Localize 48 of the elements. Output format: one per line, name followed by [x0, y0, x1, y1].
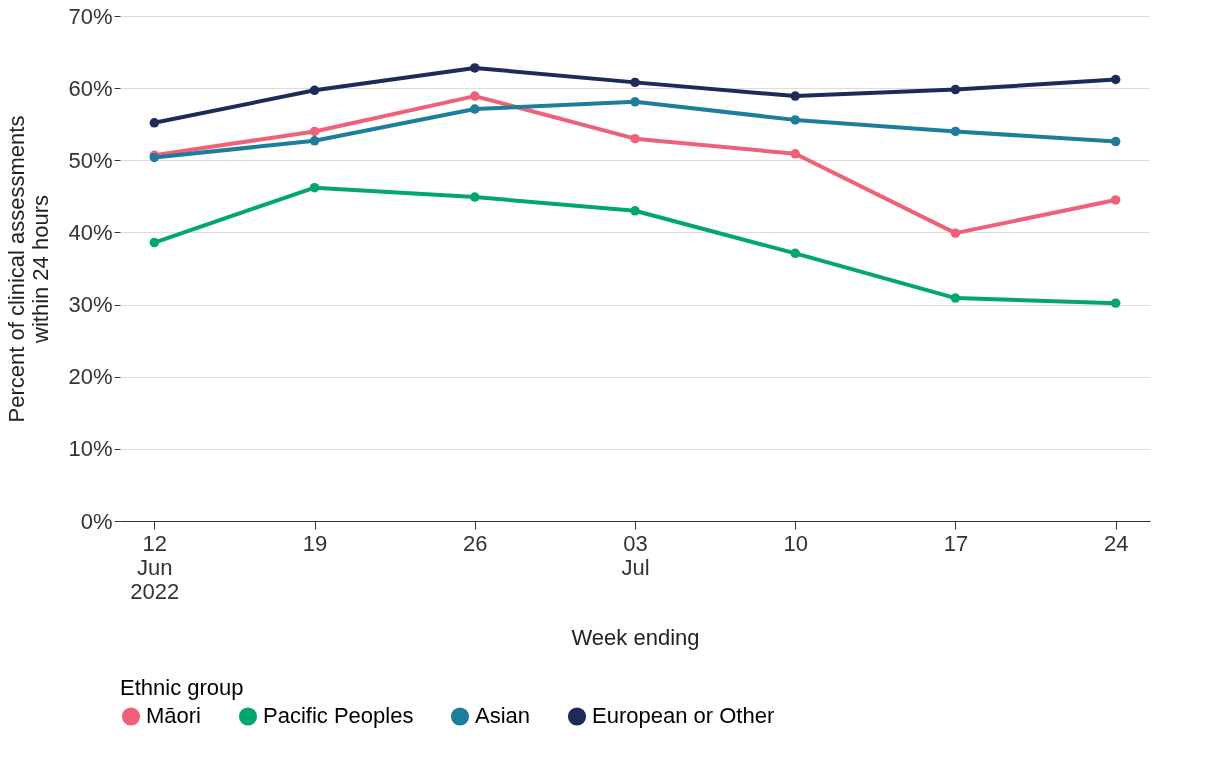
x-tick-label: 17 — [943, 530, 969, 556]
point — [1110, 298, 1121, 308]
point — [1110, 136, 1121, 147]
point — [149, 237, 160, 248]
point — [790, 248, 800, 259]
legend-label: Pacific Peoples — [263, 703, 414, 729]
point — [630, 97, 640, 107]
point — [309, 136, 320, 146]
point — [790, 115, 800, 125]
x-tick-label: 12 Jun 2022 — [130, 530, 180, 604]
x-tick-label: 19 — [302, 530, 328, 556]
y-axis-title: Percent of clinical assessments within 24 hours — [4, 115, 54, 423]
point — [309, 85, 320, 96]
y-tick-label: 20% — [68, 364, 113, 390]
point — [790, 91, 800, 101]
legend-label: Māori — [146, 703, 202, 729]
x-tick-label: 24 — [1103, 530, 1129, 556]
point — [149, 118, 160, 128]
legend-label: European or Other — [592, 703, 775, 729]
point — [790, 149, 800, 159]
x-axis-title: Week ending — [571, 624, 700, 650]
point — [309, 182, 320, 193]
x-tick-label: 03 Jul — [621, 530, 650, 580]
legend-label: Asian — [475, 703, 531, 729]
point — [950, 293, 961, 303]
point — [470, 91, 480, 101]
point — [1110, 195, 1121, 205]
point — [309, 126, 320, 137]
point — [1110, 74, 1121, 85]
x-tick-label: 10 — [783, 530, 808, 556]
point — [630, 133, 640, 144]
point — [470, 104, 480, 114]
point — [950, 126, 961, 137]
x-tick-label: 26 — [463, 530, 488, 556]
y-tick-label: 70% — [68, 3, 113, 29]
y-tick-label: 50% — [68, 147, 113, 173]
point — [470, 192, 480, 202]
point — [630, 77, 640, 88]
point — [470, 63, 480, 73]
y-tick-label: 10% — [68, 436, 113, 462]
y-tick-label: 0% — [80, 508, 113, 534]
point — [950, 84, 961, 95]
point — [630, 206, 640, 216]
y-tick-label: 40% — [68, 219, 113, 245]
y-tick-label: 30% — [68, 292, 113, 318]
y-tick-label: 60% — [68, 75, 113, 101]
point — [950, 228, 961, 238]
legend-title: Ethnic group — [120, 675, 244, 700]
